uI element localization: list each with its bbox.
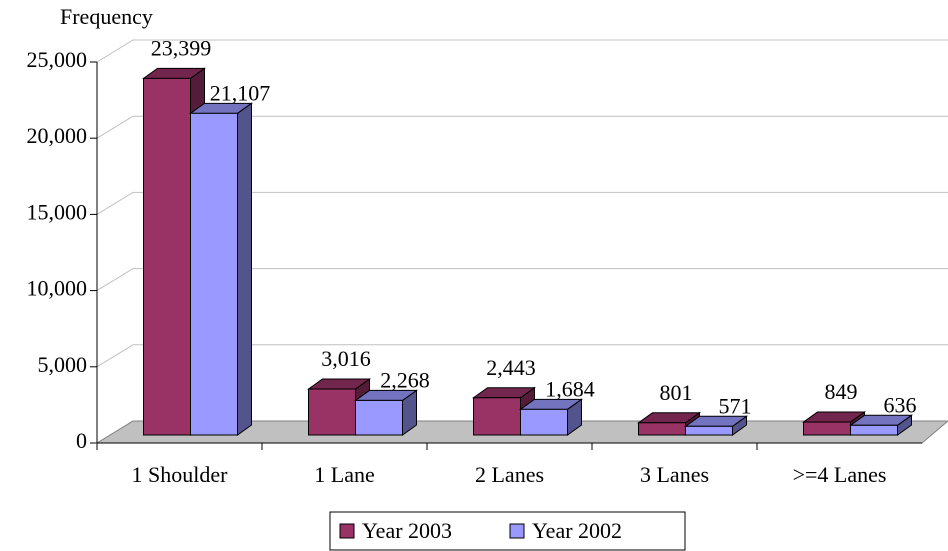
y-tick-label: 25,000 xyxy=(27,47,88,72)
legend-label: Year 2002 xyxy=(532,518,622,543)
value-label: 1,684 xyxy=(545,376,595,401)
bar xyxy=(850,424,898,436)
legend-swatch xyxy=(339,523,355,539)
value-label: 2,443 xyxy=(486,355,536,380)
grid-line xyxy=(96,268,948,292)
bar xyxy=(638,422,686,436)
value-label: 21,107 xyxy=(210,80,271,105)
grid-line xyxy=(96,39,948,63)
bar xyxy=(355,399,403,436)
bar xyxy=(143,77,191,436)
grid-line xyxy=(96,115,948,139)
x-tick-label: 3 Lanes xyxy=(640,462,709,487)
legend-label: Year 2003 xyxy=(362,518,452,543)
value-label: 849 xyxy=(825,379,858,404)
bar xyxy=(190,112,238,436)
value-label: 23,399 xyxy=(151,35,212,60)
x-tick-label: 1 Lane xyxy=(314,462,374,487)
y-tick-label: 5,000 xyxy=(38,352,88,377)
y-tick-label: 10,000 xyxy=(27,276,88,301)
bar xyxy=(803,421,851,436)
grid-line xyxy=(96,344,948,368)
value-label: 3,016 xyxy=(321,346,371,371)
x-tick-label: >=4 Lanes xyxy=(793,462,887,487)
value-label: 801 xyxy=(660,380,693,405)
grid-line xyxy=(96,191,948,215)
y-tick-label: 20,000 xyxy=(27,123,88,148)
value-label: 571 xyxy=(719,393,752,418)
back-wall xyxy=(97,40,948,443)
bar xyxy=(520,408,568,436)
legend-box xyxy=(329,511,686,551)
bar xyxy=(473,397,521,436)
legend-swatch xyxy=(509,523,525,539)
value-label: 2,268 xyxy=(380,367,430,392)
value-label: 636 xyxy=(884,392,917,417)
bar xyxy=(685,425,733,436)
x-tick-label: 2 Lanes xyxy=(475,462,544,487)
x-tick-label: 1 Shoulder xyxy=(132,462,229,487)
y-tick-label: 15,000 xyxy=(27,199,88,224)
bar xyxy=(308,388,356,436)
bar-side xyxy=(237,102,252,436)
y-tick-label: 0 xyxy=(76,428,87,453)
y-axis-label: Frequency xyxy=(60,4,153,29)
